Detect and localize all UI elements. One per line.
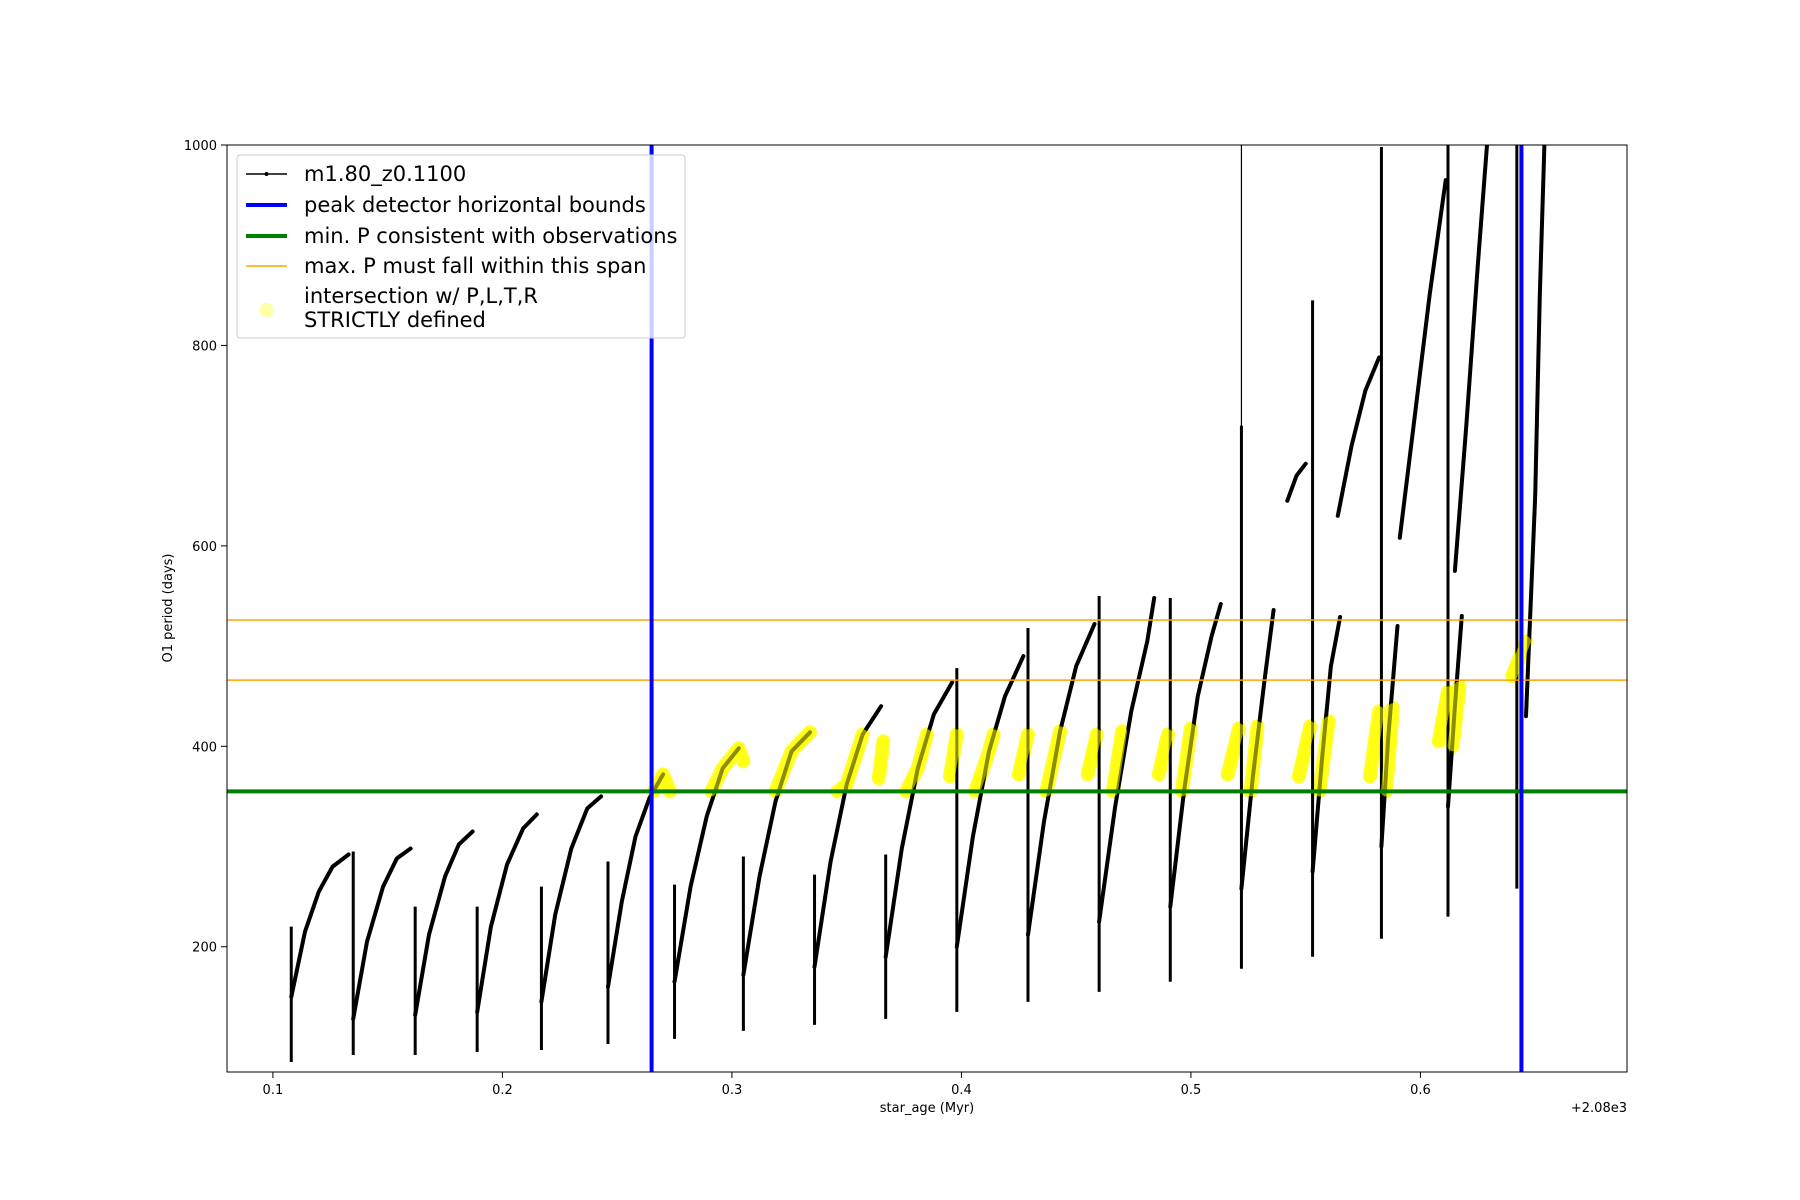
intersection-segment-overlay [832, 729, 868, 797]
intersection-segment-overlay [901, 729, 932, 797]
legend-label: min. P consistent with observations [304, 224, 677, 248]
intersection-segment-overlay [1447, 681, 1465, 752]
x-tick-label: 0.1 [263, 1083, 284, 1098]
x-tick-label: 0.4 [951, 1083, 972, 1098]
intersection-segment-overlay [1107, 726, 1128, 797]
intersection-segment-overlay [1245, 721, 1263, 797]
x-axis-label: star_age (Myr) [880, 1101, 974, 1116]
model-cycle [1524, 145, 1547, 719]
intersection-segment-overlay [1381, 703, 1398, 797]
x-tick-label: 0.6 [1410, 1083, 1431, 1098]
intersection-segment-overlay [1176, 723, 1196, 797]
legend-box [236, 154, 686, 339]
x-tick-label: 0.2 [492, 1083, 513, 1098]
intersection-segment-overlay [970, 729, 999, 797]
intersection-segment-overlay [648, 769, 675, 797]
model-cycle [475, 812, 539, 1014]
intersection-segment-overlay [1082, 729, 1102, 780]
y-tick-label: 800 [192, 339, 217, 354]
intersection-segment-overlay [1153, 729, 1173, 780]
intersection-segment-overlay [1013, 729, 1033, 780]
model-cycle [1168, 602, 1223, 909]
y-tick-label: 400 [192, 740, 217, 755]
intersection-segment-overlay [873, 736, 889, 784]
model-cycle [1452, 145, 1489, 573]
model-cycle [351, 846, 413, 1021]
intersection-segment-overlay [1365, 706, 1385, 782]
model-cycle [1310, 615, 1343, 874]
plot-content [227, 145, 1627, 1072]
intersection-segment-overlay [1507, 636, 1531, 682]
intersection-segment-overlay [1041, 726, 1066, 797]
model-cycle [539, 794, 604, 1004]
legend-intersection-marker [259, 303, 274, 317]
model-cycle [1335, 355, 1382, 518]
y-axis-label: O1 period (days) [161, 553, 176, 662]
y-tick-label: 1000 [184, 139, 217, 154]
intersection-segment-overlay [1314, 716, 1334, 797]
model-cycle [289, 852, 351, 999]
axis-ticks: 0.1 0.2 0.3 0.4 0.5 0.6 200 400 600 800 1000 [184, 139, 1431, 1098]
intersection-segment-overlay [945, 729, 962, 782]
x-offset-label: +2.08e3 [1571, 1101, 1627, 1116]
intersection-segment-overlay [1433, 686, 1453, 747]
intersection-segment-overlay [770, 727, 815, 797]
model-cycle [1285, 461, 1308, 503]
y-tick-label: 600 [192, 540, 217, 555]
legend-label: STRICTLY defined [304, 308, 486, 332]
legend-label: m1.80_z0.1100 [304, 162, 466, 187]
legend-model-marker [264, 172, 269, 176]
x-tick-label: 0.3 [722, 1083, 743, 1098]
intersection-segment-overlay [706, 743, 749, 797]
y-tick-label: 200 [192, 941, 217, 956]
intersection-segment-overlay [1222, 723, 1245, 780]
intersection-segment-overlay [1293, 721, 1316, 782]
legend-label: peak detector horizontal bounds [304, 193, 646, 217]
legend-label: max. P must fall within this span [304, 254, 646, 278]
model-cycle [1397, 178, 1448, 540]
legend-label: intersection w/ P,L,T,R [304, 284, 538, 308]
model-cycle [1097, 596, 1157, 924]
plot-frame [226, 144, 1628, 1073]
x-tick-label: 0.5 [1181, 1083, 1202, 1098]
model-cycle [413, 829, 475, 1017]
plot-area [227, 145, 1627, 1072]
